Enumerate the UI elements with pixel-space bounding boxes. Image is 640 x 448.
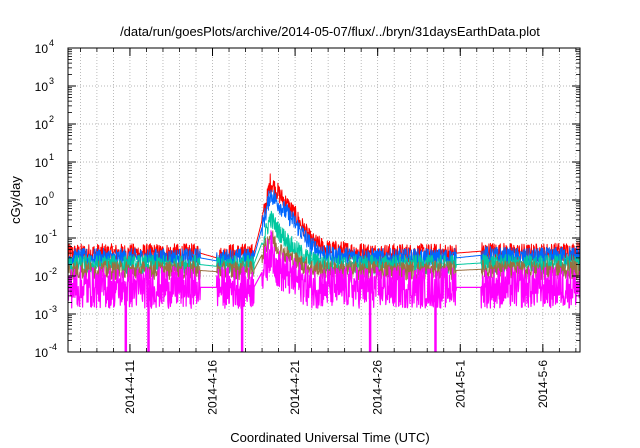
x-tick-label: 2014-4-11 <box>123 360 137 414</box>
series-line <box>68 230 580 309</box>
y-tick-exponent: -2 <box>49 266 57 276</box>
chart-title: /data/run/goesPlots/archive/2014-05-07/f… <box>120 24 540 39</box>
y-tick-label: 10 <box>35 156 49 170</box>
y-tick-exponent: 2 <box>49 114 54 124</box>
y-tick-exponent: -1 <box>49 228 57 238</box>
x-tick-label: 2014-5-6 <box>536 360 550 408</box>
y-tick-label: 10 <box>35 80 49 94</box>
y-tick-label: 10 <box>35 270 49 284</box>
y-tick-exponent: -4 <box>49 342 57 352</box>
x-tick-label: 2014-4-21 <box>288 360 302 415</box>
x-axis: 2014-4-11 2014-4-16 2014-4-21 2014-4-26 2014… <box>79 48 577 415</box>
series-group <box>68 173 580 352</box>
y-tick-exponent: 3 <box>49 76 54 86</box>
y-tick-label: 10 <box>35 232 49 246</box>
y-tick-label: 10 <box>35 42 49 56</box>
plot-area <box>68 173 580 352</box>
y-tick-exponent: 1 <box>49 152 54 162</box>
y-tick-exponent: -3 <box>49 304 57 314</box>
x-tick-label: 2014-5-1 <box>453 360 467 408</box>
y-tick-label: 10 <box>35 308 49 322</box>
x-tick-label: 2014-4-26 <box>371 360 385 415</box>
y-tick-label: 10 <box>35 194 49 208</box>
y-tick-exponent: 0 <box>49 190 54 200</box>
y-axis-label: cGy/day <box>8 176 23 224</box>
y-tick-label: 10 <box>35 118 49 132</box>
x-tick-label: 2014-4-16 <box>206 360 220 415</box>
x-axis-label: Coordinated Universal Time (UTC) <box>230 430 429 445</box>
y-tick-label: 10 <box>35 346 49 360</box>
y-tick-exponent: 4 <box>49 38 54 48</box>
